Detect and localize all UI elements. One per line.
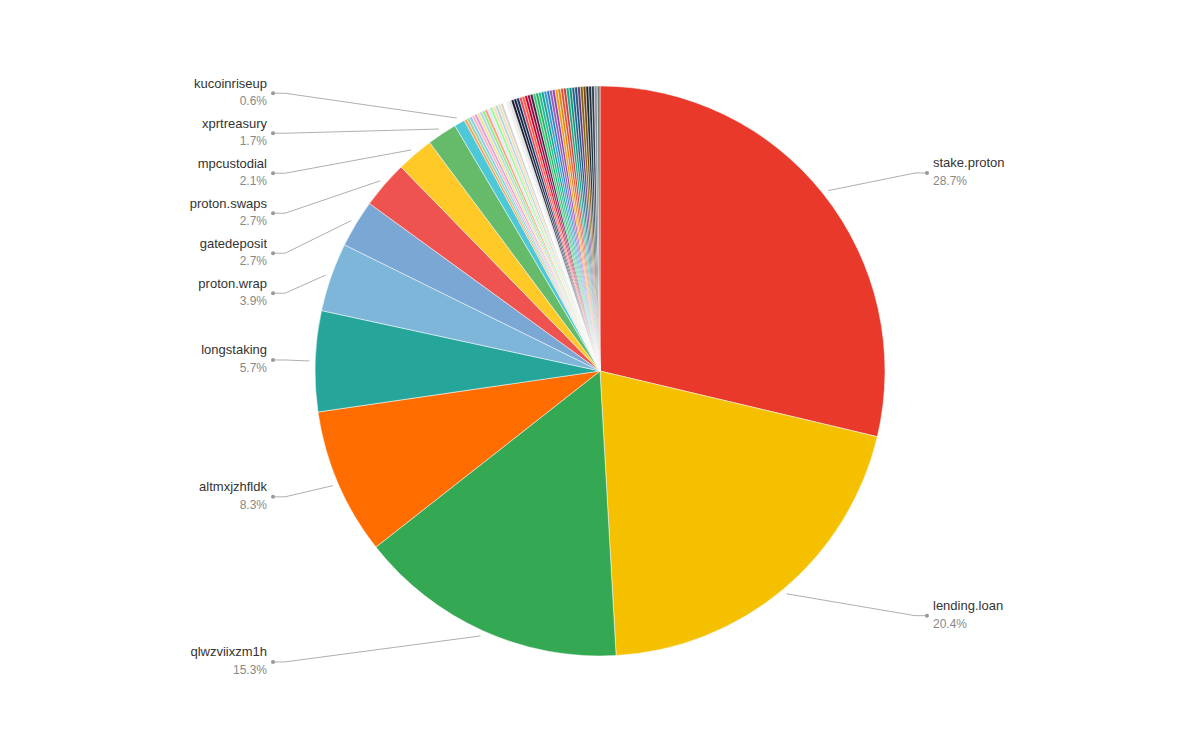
leader-dot xyxy=(271,251,275,255)
data-label: 1.7% xyxy=(240,134,268,148)
slice-label: proton.swaps xyxy=(190,196,268,211)
leader-dot xyxy=(271,171,275,175)
leader-line xyxy=(273,359,309,361)
slice-label: xprtreasury xyxy=(202,116,268,131)
data-label: 8.3% xyxy=(240,498,268,512)
data-label: 15.3% xyxy=(233,663,267,677)
slice xyxy=(592,86,600,371)
slice xyxy=(583,86,600,371)
slice-label: qlwzviixzm1h xyxy=(190,644,267,659)
slice-label: kucoinriseup xyxy=(194,76,267,91)
slice xyxy=(580,87,600,371)
data-label: 3.9% xyxy=(240,294,268,308)
leader-dot xyxy=(271,131,275,135)
slice-label: longstaking xyxy=(201,342,267,357)
leader-line xyxy=(273,221,351,254)
slice xyxy=(577,87,600,371)
slice-label: proton.wrap xyxy=(198,276,267,291)
data-label: 2.7% xyxy=(240,214,268,228)
leader-dot xyxy=(271,91,275,95)
slice-label: stake.proton xyxy=(933,155,1005,170)
slices xyxy=(315,86,885,656)
leader-dot xyxy=(925,171,929,175)
slice xyxy=(575,87,600,371)
leader-line xyxy=(828,173,927,191)
annotations: stake.proton 28.7% lending.loan 20.4% qlwzvi… xyxy=(190,76,1005,677)
leader-line xyxy=(273,486,333,497)
slice-label: lending.loan xyxy=(933,598,1003,613)
leader-dot xyxy=(271,211,275,215)
leader-line xyxy=(273,275,326,293)
slice-label: altmxjzhfldk xyxy=(199,479,267,494)
data-label: 2.1% xyxy=(240,174,268,188)
data-label: 20.4% xyxy=(933,617,967,631)
slice-label: gatedeposit xyxy=(200,236,268,251)
slice xyxy=(594,86,600,371)
chart: stake.proton 28.7% lending.loan 20.4% qlwzvi… xyxy=(0,0,1200,742)
leader-line xyxy=(273,150,411,173)
leader-line xyxy=(273,636,480,662)
data-label: 0.6% xyxy=(240,94,268,108)
leader-line xyxy=(273,181,380,213)
data-label: 5.7% xyxy=(240,361,268,375)
data-label: 2.7% xyxy=(240,254,268,268)
leader-dot xyxy=(271,495,275,499)
leader-line xyxy=(273,93,457,118)
leader-dot xyxy=(271,660,275,664)
pie xyxy=(315,86,885,656)
slice xyxy=(597,86,600,371)
slice xyxy=(586,86,600,371)
data-label: 28.7% xyxy=(933,174,967,188)
leader-line xyxy=(273,129,439,133)
slice xyxy=(600,371,877,656)
leader-dot xyxy=(925,614,929,618)
leader-dot xyxy=(271,291,275,295)
leader-line xyxy=(787,594,927,616)
slice xyxy=(589,86,600,371)
slice-label: mpcustodial xyxy=(198,156,267,171)
leader-dot xyxy=(271,358,275,362)
